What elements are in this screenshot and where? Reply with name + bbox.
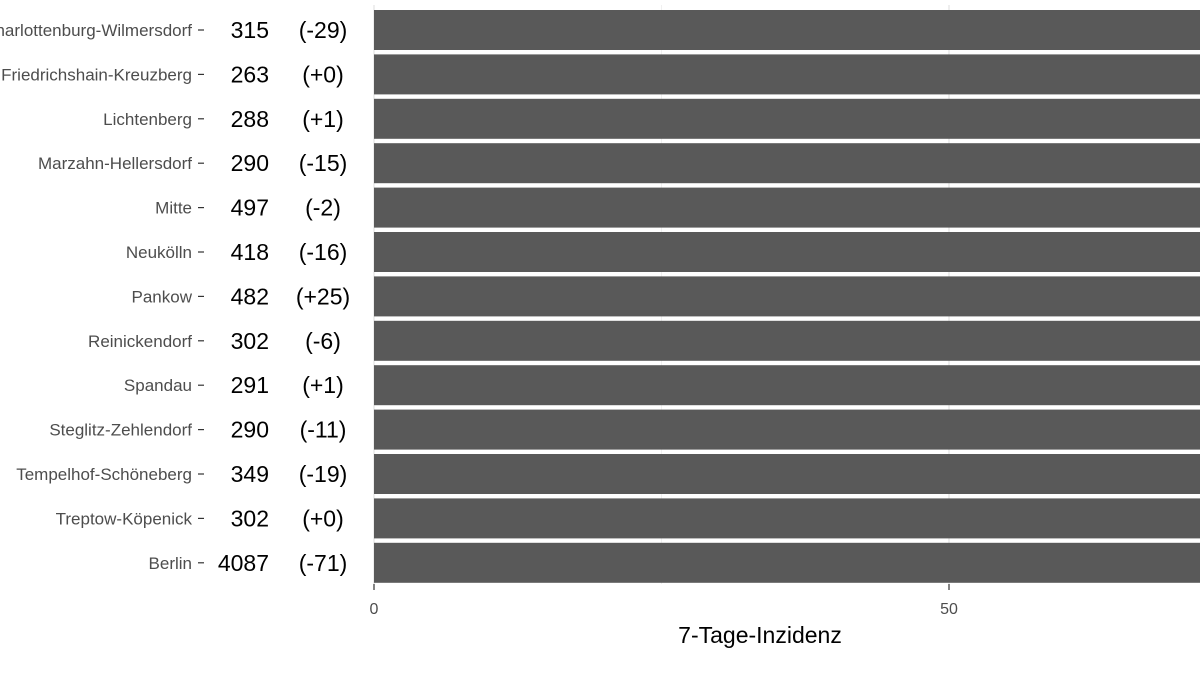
bar bbox=[374, 54, 1200, 95]
category-label: Reinickendorf bbox=[88, 332, 192, 351]
category-label: Marzahn-Hellersdorf bbox=[38, 154, 192, 173]
bar bbox=[374, 276, 1200, 317]
count-label: 349 bbox=[231, 461, 269, 487]
category-label: Lichtenberg bbox=[103, 110, 192, 129]
category-label: Spandau bbox=[124, 376, 192, 395]
count-label: 290 bbox=[231, 150, 269, 176]
change-label: (-16) bbox=[299, 239, 348, 265]
bar bbox=[374, 143, 1200, 184]
category-label: Pankow bbox=[132, 287, 193, 306]
bar bbox=[374, 409, 1200, 450]
x-axis: 050100 bbox=[370, 584, 958, 618]
count-label: 288 bbox=[231, 106, 269, 132]
bar bbox=[374, 232, 1200, 272]
count-label: 263 bbox=[231, 61, 269, 87]
bar bbox=[374, 10, 1200, 50]
count-label: 418 bbox=[231, 239, 269, 265]
count-label: 290 bbox=[231, 417, 269, 443]
change-label: (+1) bbox=[302, 372, 344, 398]
row-labels: 91,7Charlottenburg-Wilmersdorf315(-29)90… bbox=[0, 17, 350, 576]
count-label: 315 bbox=[231, 17, 269, 43]
change-label: (-11) bbox=[300, 417, 347, 443]
category-label: Neukölln bbox=[126, 243, 192, 262]
category-label: Charlottenburg-Wilmersdorf bbox=[0, 21, 192, 40]
bars bbox=[374, 10, 1200, 583]
count-label: 291 bbox=[231, 372, 269, 398]
change-label: (-15) bbox=[299, 150, 348, 176]
category-label: Berlin bbox=[149, 554, 192, 573]
change-label: (+1) bbox=[302, 106, 344, 132]
change-label: (-6) bbox=[305, 328, 341, 354]
category-label: Tempelhof-Schöneberg bbox=[16, 465, 192, 484]
category-label: Steglitz-Zehlendorf bbox=[49, 421, 192, 440]
category-label: Treptow-Köpenick bbox=[56, 509, 193, 528]
change-label: (+0) bbox=[302, 61, 344, 87]
bar bbox=[374, 498, 1200, 539]
change-label: (+0) bbox=[302, 505, 344, 531]
change-label: (+25) bbox=[296, 283, 350, 309]
bar bbox=[374, 542, 1200, 583]
bar bbox=[374, 454, 1200, 494]
x-tick-label: 0 bbox=[370, 601, 379, 618]
change-label: (-29) bbox=[299, 17, 348, 43]
count-label: 302 bbox=[231, 328, 269, 354]
bar bbox=[374, 320, 1200, 361]
x-axis-title: 7-Tage-Inzidenz bbox=[678, 622, 842, 648]
category-label: Friedrichshain-Kreuzberg bbox=[1, 65, 192, 84]
count-label: 4087 bbox=[218, 550, 269, 576]
count-label: 497 bbox=[231, 195, 269, 221]
change-label: (-2) bbox=[305, 195, 341, 221]
count-label: 302 bbox=[231, 505, 269, 531]
change-label: (-71) bbox=[299, 550, 348, 576]
bar bbox=[374, 98, 1200, 139]
x-tick-label: 50 bbox=[940, 601, 958, 618]
change-label: (-19) bbox=[299, 461, 348, 487]
bar bbox=[374, 187, 1200, 228]
bar bbox=[374, 365, 1200, 406]
count-label: 482 bbox=[231, 283, 269, 309]
category-label: Mitte bbox=[155, 199, 192, 218]
